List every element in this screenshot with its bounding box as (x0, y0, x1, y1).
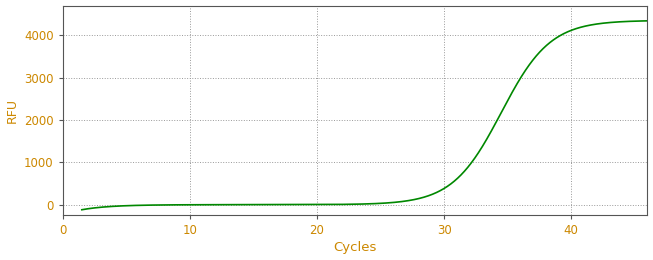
Y-axis label: RFU: RFU (6, 98, 18, 123)
X-axis label: Cycles: Cycles (334, 242, 377, 255)
